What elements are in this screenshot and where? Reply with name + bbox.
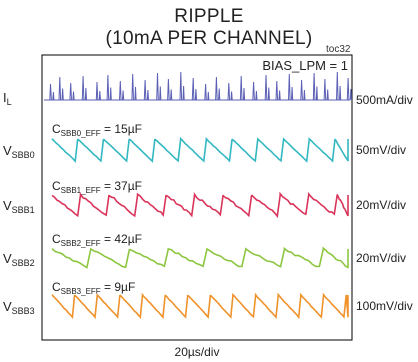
cap-label-vsbb0: CSBB0_EFF = 15µF (52, 122, 142, 138)
cap-label-vsbb2: CSBB2_EFF = 42µF (52, 232, 142, 248)
plot-frame (41, 54, 353, 341)
trace-vsbb1 (51, 191, 349, 219)
cap-label-vsbb1: CSBB1_EFF = 37µF (52, 179, 142, 195)
condition-label: BIAS_LPM = 1 (262, 58, 348, 73)
scale-label-il: 500mA/div (356, 93, 413, 107)
trace-vsbb3 (51, 292, 349, 320)
scale-label-vsbb1: 20mV/div (356, 198, 406, 212)
figure-id: toc32 (326, 44, 351, 55)
chart-title: RIPPLE (174, 6, 244, 27)
trace-il-pulses (49, 71, 352, 101)
scale-label-vsbb3: 100mV/div (356, 299, 413, 313)
trace-vsbb0 (51, 136, 349, 164)
channel-label-vsbb2: VSBB2 (3, 251, 35, 268)
scale-label-vsbb0: 50mV/div (356, 143, 406, 157)
x-scale-label: 20µs/div (175, 345, 220, 359)
chart-subtitle: (10mA PER CHANNEL) (105, 28, 313, 49)
channel-label-vsbb0: VSBB0 (3, 143, 35, 160)
trace-vsbb2 (51, 246, 349, 269)
channel-label-vsbb1: VSBB1 (3, 198, 35, 215)
scale-label-vsbb2: 20mV/div (356, 251, 406, 265)
cap-label-vsbb3: CSBB3_EFF = 9µF (52, 280, 135, 296)
channel-label-il: IL (3, 90, 12, 107)
channel-label-vsbb3: VSBB3 (3, 299, 35, 316)
